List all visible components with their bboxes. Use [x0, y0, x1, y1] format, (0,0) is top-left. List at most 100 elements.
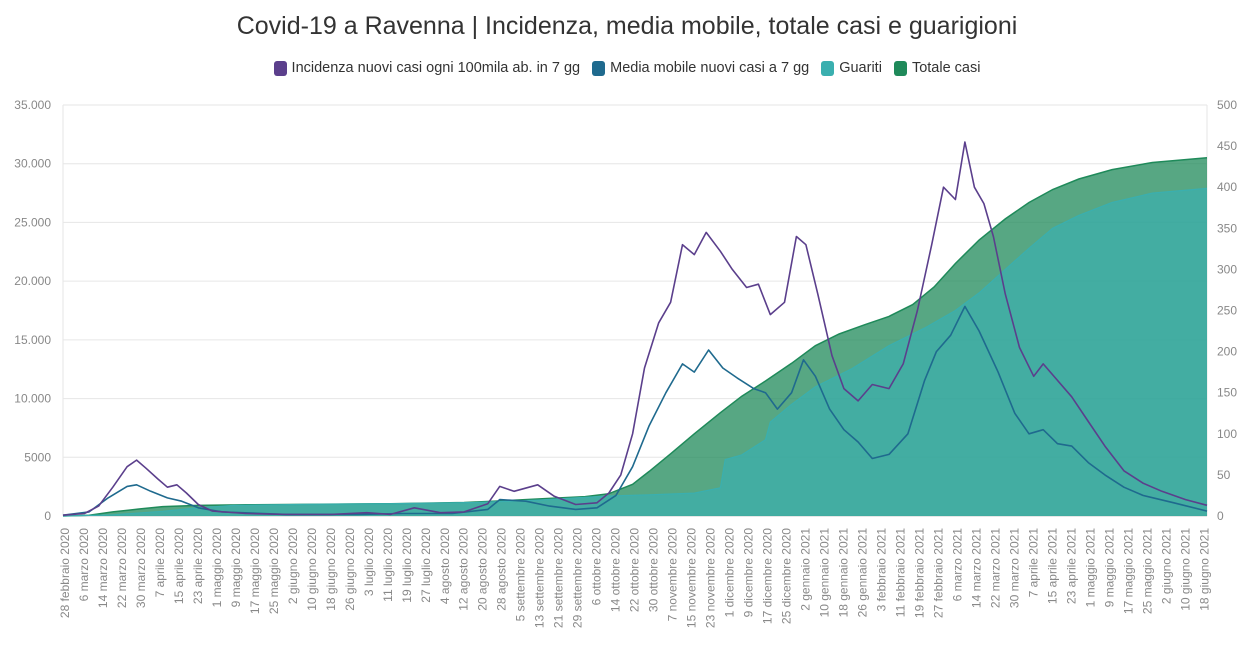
x-tick-label: 9 maggio 2020: [229, 528, 243, 608]
x-tick-label: 23 aprile 2020: [191, 528, 205, 604]
x-tick-label: 20 agosto 2020: [476, 528, 490, 611]
y-right-tick-label: 500: [1217, 98, 1237, 112]
legend: Incidenza nuovi casi ogni 100mila ab. in…: [0, 60, 1254, 76]
x-tick-label: 25 maggio 2021: [1140, 528, 1154, 614]
area-guariti-edge: [62, 187, 1208, 517]
x-tick-label: 30 ottobre 2020: [647, 528, 661, 612]
x-tick-label: 2 giugno 2021: [1159, 528, 1173, 604]
legend-label-incidenza: Incidenza nuovi casi ogni 100mila ab. in…: [291, 60, 581, 76]
y-left-tick-label: 10.000: [14, 392, 51, 406]
x-tick-label: 1 maggio 2021: [1083, 528, 1097, 608]
x-tick-label: 3 febbraio 2021: [874, 528, 888, 612]
y-left-tick-label: 30.000: [14, 157, 51, 171]
x-tick-label: 22 marzo 2021: [988, 528, 1002, 608]
x-tick-label: 28 agosto 2020: [495, 528, 509, 611]
y-right-tick-label: 300: [1217, 262, 1237, 276]
y-left-tick-label: 25.000: [14, 215, 51, 229]
x-tick-label: 1 dicembre 2020: [723, 528, 737, 618]
legend-swatch-incidenza: [273, 60, 287, 76]
x-tick-label: 15 aprile 2020: [172, 528, 186, 604]
x-tick-label: 25 maggio 2020: [267, 528, 281, 614]
x-tick-label: 6 ottobre 2020: [590, 528, 604, 606]
y-right-tick-label: 50: [1217, 468, 1231, 482]
x-tick-label: 2 giugno 2020: [286, 528, 300, 604]
x-tick-label: 21 settembre 2020: [552, 528, 566, 628]
chart-title: Covid-19 a Ravenna | Incidenza, media mo…: [236, 12, 1018, 40]
x-tick-label: 9 maggio 2021: [1102, 528, 1116, 608]
x-tick-label: 11 luglio 2020: [381, 528, 395, 602]
axes: 0500010.00015.00020.00025.00030.00035.00…: [14, 98, 1237, 628]
x-tick-label: 30 marzo 2021: [1007, 528, 1021, 608]
x-tick-label: 7 aprile 2020: [153, 528, 167, 598]
legend-label-guariti: Guariti: [839, 60, 882, 76]
area-series: [62, 157, 1208, 517]
legend-label-media-mobile: Media mobile nuovi casi a 7 gg: [610, 60, 810, 76]
y-right-tick-label: 100: [1217, 427, 1237, 441]
y-right-tick-label: 250: [1217, 304, 1237, 318]
y-left-tick-label: 20.000: [14, 274, 51, 288]
area-guariti: [63, 188, 1207, 516]
x-tick-label: 6 marzo 2020: [77, 528, 91, 602]
x-tick-label: 10 giugno 2021: [1178, 528, 1192, 611]
x-tick-label: 18 gennaio 2021: [836, 528, 850, 618]
y-right-tick-label: 150: [1217, 386, 1237, 400]
x-tick-label: 26 gennaio 2021: [855, 528, 869, 618]
legend-swatch-totale-casi: [893, 60, 907, 76]
x-tick-label: 22 marzo 2020: [115, 528, 129, 608]
x-tick-label: 30 marzo 2020: [134, 528, 148, 608]
x-tick-label: 2 gennaio 2021: [799, 528, 813, 611]
x-tick-label: 12 agosto 2020: [457, 528, 471, 611]
x-tick-label: 7 aprile 2021: [1026, 528, 1040, 598]
x-tick-label: 15 novembre 2020: [685, 528, 699, 628]
x-tick-label: 27 luglio 2020: [419, 528, 433, 603]
x-tick-label: 9 dicembre 2020: [742, 528, 756, 618]
x-tick-label: 26 giugno 2020: [343, 528, 357, 611]
y-left-tick-label: 15.000: [14, 333, 51, 347]
legend-label-totale-casi: Totale casi: [911, 60, 981, 76]
line-incidenza: [62, 141, 1208, 516]
legend-item-totale-casi[interactable]: Totale casi: [893, 60, 981, 76]
x-tick-label: 27 febbraio 2021: [931, 528, 945, 618]
x-tick-label: 17 maggio 2020: [248, 528, 262, 614]
x-tick-label: 6 marzo 2021: [950, 528, 964, 602]
x-tick-label: 13 settembre 2020: [533, 528, 547, 628]
x-tick-label: 28 febbraio 2020: [58, 528, 72, 618]
x-tick-label: 4 agosto 2020: [438, 528, 452, 604]
x-tick-label: 14 marzo 2021: [969, 528, 983, 608]
y-right-tick-label: 400: [1217, 180, 1237, 194]
x-tick-label: 1 maggio 2020: [210, 528, 224, 608]
y-right-tick-label: 350: [1217, 221, 1237, 235]
x-tick-label: 18 giugno 2020: [324, 528, 338, 611]
y-left-tick-label: 5000: [24, 450, 51, 464]
line-series: [62, 141, 1208, 516]
x-tick-label: 3 luglio 2020: [362, 528, 376, 596]
x-tick-label: 17 dicembre 2020: [761, 528, 775, 624]
x-tick-label: 5 settembre 2020: [514, 528, 528, 622]
x-tick-label: 22 ottobre 2020: [628, 528, 642, 612]
y-left-tick-label: 35.000: [14, 98, 51, 112]
x-tick-label: 14 marzo 2020: [96, 528, 110, 608]
x-tick-label: 17 maggio 2021: [1121, 528, 1135, 614]
legend-swatch-guariti: [821, 60, 835, 76]
legend-item-guariti[interactable]: Guariti: [821, 60, 882, 76]
x-tick-label: 29 settembre 2020: [571, 528, 585, 628]
legend-item-media-mobile[interactable]: Media mobile nuovi casi a 7 gg: [592, 60, 809, 76]
x-tick-label: 14 ottobre 2020: [609, 528, 623, 612]
y-right-tick-label: 0: [1217, 509, 1224, 523]
x-tick-label: 11 febbraio 2021: [893, 528, 907, 618]
x-tick-label: 23 novembre 2020: [704, 528, 718, 628]
x-tick-label: 18 giugno 2021: [1197, 528, 1211, 611]
legend-item-incidenza[interactable]: Incidenza nuovi casi ogni 100mila ab. in…: [273, 60, 581, 76]
x-tick-label: 10 giugno 2020: [305, 528, 319, 611]
x-tick-label: 25 dicembre 2020: [780, 528, 794, 624]
y-right-tick-label: 200: [1217, 345, 1237, 359]
x-tick-label: 10 gennaio 2021: [818, 528, 832, 618]
x-tick-label: 19 febbraio 2021: [912, 528, 926, 618]
x-tick-label: 7 novembre 2020: [666, 528, 680, 622]
x-tick-label: 23 aprile 2021: [1064, 528, 1078, 604]
x-tick-label: 19 luglio 2020: [400, 528, 414, 603]
y-right-tick-label: 450: [1217, 139, 1237, 153]
y-left-tick-label: 0: [44, 509, 51, 523]
